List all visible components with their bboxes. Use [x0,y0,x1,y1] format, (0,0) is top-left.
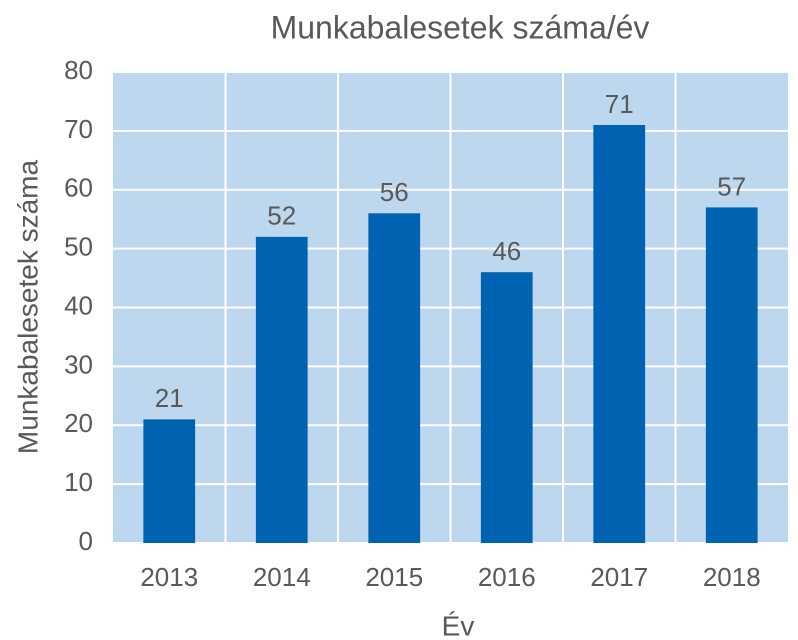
value-label: 57 [717,171,746,201]
bar [368,213,421,544]
y-tick-label: 80 [64,55,93,85]
y-tick-label: 0 [79,526,93,556]
value-label: 46 [492,236,521,266]
y-tick-label: 30 [64,349,93,379]
value-label: 56 [380,177,409,207]
bar [593,124,646,544]
x-tick-label: 2014 [253,562,311,592]
x-tick-label: 2016 [478,562,536,592]
bar [255,236,308,543]
y-tick-label: 10 [64,467,93,497]
x-tick-label: 2018 [703,562,761,592]
value-label: 71 [605,89,634,119]
y-tick-label: 20 [64,408,93,438]
x-axis-label: Év [442,610,475,640]
y-tick-label: 60 [64,173,93,203]
bar [480,272,533,543]
value-label: 21 [155,383,184,413]
y-tick-label: 50 [64,232,93,262]
chart-title: Munkabalesetek száma/év [271,9,650,45]
x-tick-label: 2013 [140,562,198,592]
value-label: 52 [267,201,296,231]
bar [705,207,758,543]
y-axis-label: Munkabalesetek száma [12,160,43,455]
bar [143,419,196,543]
y-tick-label: 70 [64,114,93,144]
y-tick-label: 40 [64,290,93,320]
x-tick-label: 2017 [590,562,648,592]
x-tick-label: 2015 [365,562,423,592]
